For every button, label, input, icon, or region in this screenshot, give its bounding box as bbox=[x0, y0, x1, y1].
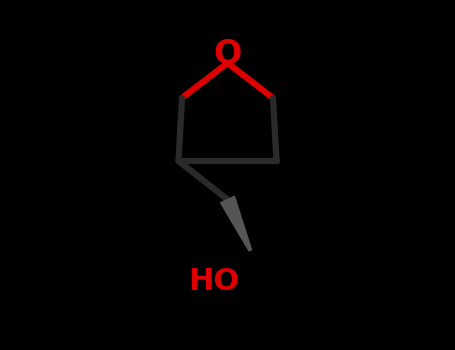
Text: HO: HO bbox=[188, 267, 239, 296]
Polygon shape bbox=[221, 196, 252, 251]
Text: O: O bbox=[213, 38, 242, 71]
